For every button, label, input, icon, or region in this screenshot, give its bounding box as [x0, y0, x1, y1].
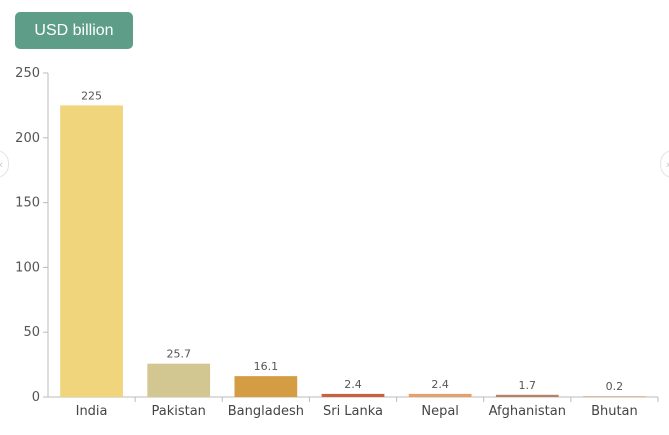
- bar: [321, 393, 385, 397]
- bar: [408, 393, 472, 397]
- data-label: 0.2: [606, 380, 624, 393]
- bar: [147, 363, 211, 397]
- bar: [583, 396, 646, 397]
- data-label: 2.4: [344, 378, 362, 391]
- bar: [60, 105, 123, 398]
- y-tick-label: 150: [15, 196, 40, 211]
- y-tick-label: 0: [32, 390, 40, 405]
- data-label: 16.1: [254, 360, 279, 373]
- data-label: 225: [81, 89, 102, 102]
- data-label: 25.7: [166, 348, 191, 361]
- bar: [234, 376, 298, 397]
- x-tick-label: Pakistan: [151, 404, 205, 419]
- x-tick-label: Nepal: [421, 404, 459, 419]
- y-tick-label: 100: [15, 260, 40, 275]
- x-tick-label: Sri Lanka: [323, 404, 383, 419]
- x-tick-label: Bangladesh: [228, 404, 304, 419]
- bar: [495, 394, 559, 397]
- x-tick-label: Bhutan: [591, 404, 638, 419]
- data-label: 1.7: [519, 379, 537, 392]
- data-label: 2.4: [431, 378, 449, 391]
- x-tick-label: India: [76, 404, 108, 419]
- x-tick-label: Afghanistan: [489, 404, 566, 419]
- unit-badge: USD billion: [15, 12, 133, 49]
- y-tick-label: 250: [15, 66, 40, 81]
- y-tick-label: 200: [15, 131, 40, 146]
- y-tick-label: 50: [23, 325, 40, 340]
